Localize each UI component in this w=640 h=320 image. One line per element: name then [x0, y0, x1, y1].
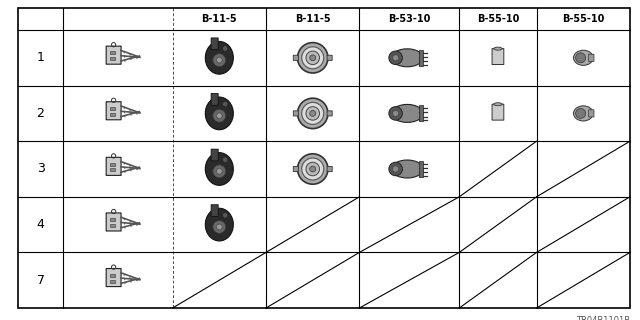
Circle shape [298, 43, 328, 73]
Ellipse shape [573, 50, 593, 65]
Bar [110, 163, 115, 166]
Circle shape [575, 108, 586, 118]
Bar [110, 274, 115, 277]
Bar [419, 105, 422, 121]
Circle shape [301, 158, 324, 180]
Circle shape [306, 51, 319, 65]
FancyBboxPatch shape [327, 166, 332, 172]
Circle shape [310, 110, 316, 116]
Text: 1: 1 [36, 51, 45, 64]
Circle shape [392, 110, 399, 116]
Circle shape [392, 55, 399, 61]
Circle shape [216, 224, 222, 230]
Ellipse shape [205, 208, 234, 241]
Text: B-55-10: B-55-10 [562, 14, 605, 24]
Ellipse shape [205, 97, 234, 130]
Text: 2: 2 [36, 107, 45, 120]
FancyBboxPatch shape [293, 166, 298, 172]
Circle shape [389, 51, 403, 65]
FancyBboxPatch shape [492, 104, 504, 120]
Text: B-55-10: B-55-10 [477, 14, 519, 24]
Ellipse shape [392, 49, 423, 67]
Ellipse shape [494, 103, 502, 106]
Bar [110, 57, 115, 60]
Circle shape [212, 165, 226, 178]
FancyBboxPatch shape [106, 213, 121, 231]
Circle shape [222, 101, 228, 107]
Circle shape [389, 107, 403, 120]
FancyBboxPatch shape [492, 49, 504, 65]
FancyBboxPatch shape [211, 205, 218, 216]
Circle shape [392, 166, 399, 172]
Circle shape [222, 212, 228, 218]
Bar [110, 218, 115, 221]
Circle shape [216, 169, 222, 174]
Text: B-11-5: B-11-5 [295, 14, 330, 24]
Circle shape [575, 53, 586, 63]
FancyBboxPatch shape [293, 55, 298, 60]
Circle shape [212, 109, 226, 122]
Bar [110, 113, 115, 116]
Text: B-53-10: B-53-10 [388, 14, 431, 24]
FancyBboxPatch shape [589, 110, 594, 117]
Bar [110, 224, 115, 227]
Bar [110, 52, 115, 54]
Ellipse shape [392, 160, 423, 178]
FancyBboxPatch shape [106, 157, 121, 175]
FancyBboxPatch shape [106, 268, 121, 287]
Circle shape [310, 55, 316, 61]
FancyBboxPatch shape [211, 93, 218, 105]
Circle shape [389, 162, 403, 176]
Bar [110, 168, 115, 171]
FancyBboxPatch shape [211, 149, 218, 161]
Circle shape [216, 113, 222, 118]
Circle shape [306, 107, 319, 120]
FancyBboxPatch shape [327, 55, 332, 60]
Ellipse shape [494, 47, 502, 50]
Text: 4: 4 [36, 218, 45, 231]
Circle shape [222, 46, 228, 51]
Circle shape [222, 157, 228, 163]
Circle shape [310, 166, 316, 172]
FancyBboxPatch shape [211, 38, 218, 50]
Circle shape [306, 162, 319, 176]
FancyBboxPatch shape [589, 54, 594, 61]
Text: 7: 7 [36, 274, 45, 287]
Circle shape [216, 57, 222, 63]
FancyBboxPatch shape [106, 46, 121, 64]
Ellipse shape [205, 153, 234, 185]
Ellipse shape [392, 104, 423, 122]
Bar [419, 161, 422, 177]
Circle shape [298, 154, 328, 184]
Ellipse shape [205, 42, 234, 74]
Circle shape [212, 53, 226, 67]
Text: 3: 3 [36, 163, 45, 175]
Text: B-11-5: B-11-5 [202, 14, 237, 24]
Ellipse shape [573, 106, 593, 121]
FancyBboxPatch shape [106, 102, 121, 120]
Circle shape [301, 102, 324, 124]
Circle shape [301, 47, 324, 69]
Text: TR04B1101B: TR04B1101B [576, 316, 630, 320]
Circle shape [298, 98, 328, 129]
Bar [110, 107, 115, 110]
Bar [110, 280, 115, 283]
Bar [419, 50, 422, 66]
Circle shape [212, 220, 226, 234]
FancyBboxPatch shape [327, 111, 332, 116]
FancyBboxPatch shape [293, 111, 298, 116]
